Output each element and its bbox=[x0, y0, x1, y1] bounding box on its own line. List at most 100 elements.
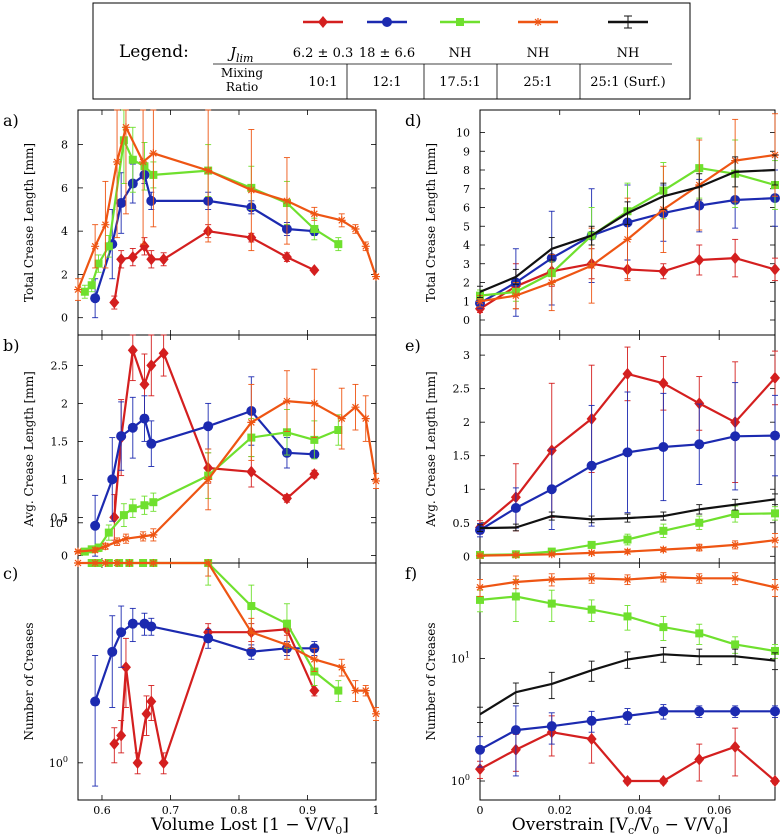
data-point bbox=[204, 475, 213, 484]
data-point bbox=[771, 509, 779, 518]
data-point bbox=[771, 583, 779, 592]
x-tick-label: 0.7 bbox=[162, 804, 180, 817]
data-point bbox=[511, 291, 520, 300]
y-tick-label: 4 bbox=[61, 225, 68, 238]
legend-mix-value: 25:1 (Surf.) bbox=[590, 75, 665, 90]
x-tick-label: 0.8 bbox=[230, 804, 248, 817]
y-tick-label: 1 bbox=[463, 295, 470, 308]
x-tick-label: 0.04 bbox=[627, 804, 652, 817]
legend-entry-5: NH 25:1 (Surf.) bbox=[590, 15, 666, 90]
data-point bbox=[622, 775, 633, 788]
series-line bbox=[479, 653, 776, 716]
legend-jlim-value: 6.2 ± 0.3 bbox=[293, 46, 354, 61]
data-point bbox=[309, 264, 320, 277]
data-point bbox=[476, 595, 484, 604]
legend-mix-value: 12:1 bbox=[372, 75, 401, 90]
y-tick-label: 7 bbox=[463, 183, 470, 196]
y-tick-label: 0 bbox=[463, 314, 470, 327]
data-point bbox=[119, 136, 128, 145]
data-point bbox=[204, 559, 213, 567]
data-point bbox=[141, 707, 152, 720]
y-tick-label: 2.5 bbox=[51, 359, 69, 372]
y-tick-label: 2 bbox=[463, 416, 470, 429]
data-point bbox=[309, 468, 320, 481]
data-point bbox=[337, 414, 346, 423]
data-point bbox=[125, 559, 134, 567]
data-point bbox=[695, 518, 704, 527]
data-point bbox=[158, 347, 169, 360]
data-point bbox=[731, 574, 740, 583]
data-point bbox=[204, 166, 213, 175]
x-label-right: Overstrain [Vc/V0 − V/V0] bbox=[512, 815, 728, 837]
x-label-right-mid: /V bbox=[634, 815, 653, 835]
data-point bbox=[128, 504, 137, 513]
data-point bbox=[91, 559, 100, 567]
data-point bbox=[730, 252, 741, 265]
legend-swatch-marker bbox=[382, 17, 392, 27]
series-line bbox=[84, 139, 339, 293]
data-point bbox=[281, 492, 292, 505]
y-axis-label: Total Crease Length [mm] bbox=[22, 143, 36, 302]
data-point bbox=[771, 646, 779, 655]
legend: Legend: Jlim Mixing Ratio 6.2 ± 0.3 10:1 1… bbox=[92, 2, 691, 100]
data-point bbox=[80, 287, 89, 296]
series-line bbox=[479, 498, 776, 530]
series-25-1 bbox=[74, 368, 380, 556]
x-label-left-sub: 0 bbox=[335, 824, 342, 837]
data-point bbox=[203, 421, 214, 432]
data-point bbox=[547, 599, 556, 608]
series-line bbox=[78, 561, 378, 715]
data-point bbox=[659, 623, 668, 632]
data-point bbox=[770, 706, 780, 717]
data-point bbox=[104, 528, 113, 537]
data-point bbox=[87, 281, 96, 290]
data-point bbox=[127, 251, 138, 264]
x-label-right-text: Overstrain [V bbox=[512, 815, 629, 835]
data-point bbox=[247, 628, 256, 637]
data-point bbox=[116, 431, 127, 442]
data-point bbox=[90, 293, 101, 304]
data-point bbox=[623, 612, 632, 621]
data-point bbox=[623, 535, 632, 544]
y-axis-label: Number of Creases bbox=[22, 622, 36, 740]
legend-mix-value: 10:1 bbox=[308, 75, 337, 90]
data-point bbox=[203, 633, 214, 644]
x-label-right-sub2: 0 bbox=[652, 824, 659, 837]
data-point bbox=[120, 661, 131, 674]
data-point bbox=[623, 547, 632, 556]
y-tick-label: 1 bbox=[61, 473, 68, 486]
y-tick-label: 8 bbox=[463, 164, 470, 177]
data-point bbox=[372, 272, 380, 281]
data-point bbox=[587, 261, 596, 270]
data-point bbox=[310, 224, 319, 233]
series-10-1 bbox=[109, 224, 320, 310]
data-point bbox=[546, 721, 557, 732]
y-tick-label: 5 bbox=[463, 220, 470, 233]
legend-jlim-value: NH bbox=[449, 46, 472, 61]
data-point bbox=[132, 756, 143, 769]
x-tick-label: 0.9 bbox=[299, 804, 317, 817]
x-label-right-end: ] bbox=[722, 815, 729, 835]
data-point bbox=[109, 737, 120, 750]
legend-frame bbox=[92, 2, 691, 100]
data-point bbox=[140, 162, 149, 171]
data-point bbox=[694, 753, 705, 766]
data-point bbox=[74, 547, 82, 556]
data-point bbox=[658, 377, 669, 390]
data-point bbox=[149, 498, 158, 507]
legend-jlim-value: NH bbox=[617, 46, 640, 61]
y-tick-label: 3 bbox=[463, 349, 470, 362]
data-point bbox=[309, 684, 320, 697]
series-line bbox=[84, 428, 339, 553]
series-line bbox=[113, 349, 316, 518]
y-tick-label: 1.5 bbox=[51, 435, 69, 448]
data-point bbox=[116, 253, 127, 266]
data-point bbox=[770, 430, 780, 441]
data-point bbox=[113, 559, 122, 567]
legend-jlim-value: NH bbox=[527, 46, 550, 61]
data-point bbox=[121, 123, 130, 132]
data-point bbox=[146, 195, 157, 206]
series-25-1 bbox=[476, 533, 779, 560]
data-point bbox=[334, 686, 343, 695]
data-point bbox=[658, 775, 669, 788]
